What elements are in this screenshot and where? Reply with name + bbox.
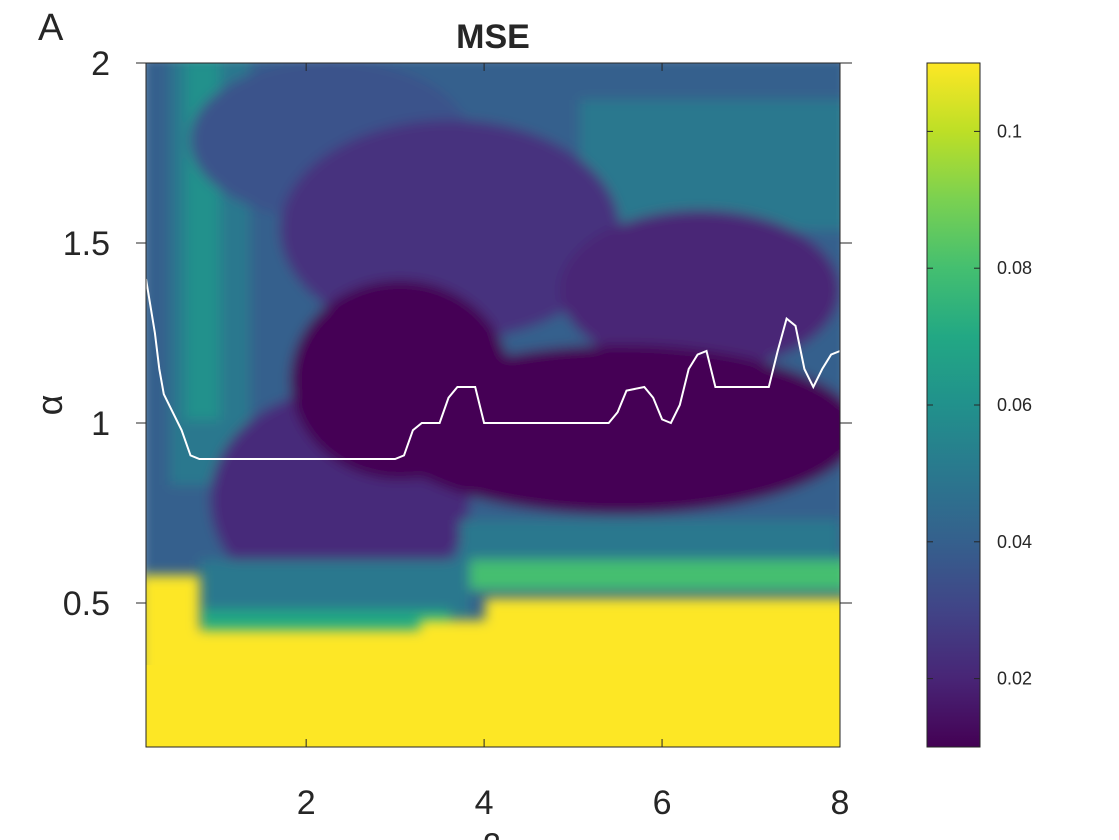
x-tick-label: 4 xyxy=(475,784,494,822)
colorbar xyxy=(926,62,981,748)
y-tick-label: 1 xyxy=(91,405,110,443)
y-tick-label: 1.5 xyxy=(63,225,110,263)
min-curve-layer xyxy=(145,278,841,460)
colorbar-tick-label: 0.1 xyxy=(997,121,1022,141)
x-axis: 2 4 6 8 xyxy=(297,63,850,822)
y-axis-label: α xyxy=(29,395,70,416)
colorbar-axis: 0.02 0.04 0.06 0.08 0.1 xyxy=(927,121,1032,689)
colorbar-tick-label: 0.08 xyxy=(997,258,1032,278)
heatmap-field xyxy=(146,63,840,747)
colorbar-tick-label: 0.02 xyxy=(997,669,1032,689)
min-mse-curve xyxy=(145,278,841,460)
colorbar-tick-label: 0.06 xyxy=(997,395,1032,415)
y-tick-label: 2 xyxy=(91,45,110,83)
x-tick-label: 2 xyxy=(297,784,316,822)
chart-title: MSE xyxy=(456,18,530,56)
x-axis-label: β xyxy=(482,828,502,840)
plot-area-frame xyxy=(145,62,841,748)
y-tick-label: 0.5 xyxy=(63,585,110,623)
colorbar-tick-label: 0.04 xyxy=(997,532,1032,552)
x-tick-label: 8 xyxy=(831,784,850,822)
panel-label: A xyxy=(38,7,64,49)
x-tick-label: 6 xyxy=(653,784,672,822)
y-axis: 0.5 1 1.5 2 xyxy=(63,45,852,623)
